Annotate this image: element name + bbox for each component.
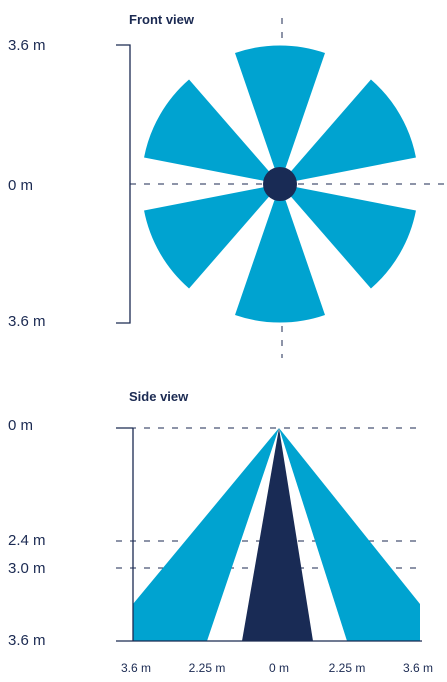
- side-view-tick-right-3-6m: 3.6 m: [402, 661, 434, 675]
- front-view-beam-bottom: [235, 184, 325, 323]
- front-view-label-top: 3.6 m: [8, 37, 46, 54]
- side-view-beam-center: [242, 428, 313, 641]
- side-view-tick-center-0m: 0 m: [268, 661, 290, 675]
- front-view-label-bottom: 3.6 m: [8, 313, 46, 330]
- side-view-beam-left: [133, 428, 279, 641]
- side-view-label-3-0m: 3.0 m: [8, 560, 46, 577]
- front-view-title: Front view: [129, 12, 195, 27]
- side-view-diagram: [116, 427, 422, 642]
- side-view-tick-right-2-25m: 2.25 m: [328, 661, 366, 675]
- side-view-label-2-4m: 2.4 m: [8, 532, 46, 549]
- side-view-tick-left-3-6m: 3.6 m: [120, 661, 152, 675]
- front-view-sensor-center: [263, 167, 297, 201]
- side-view-label-0m: 0 m: [8, 417, 34, 434]
- front-view-beam-lower-right: [279, 184, 416, 289]
- side-view-beam-right: [279, 428, 420, 641]
- front-view-beam-upper-right: [280, 79, 416, 184]
- side-view-tick-left-2-25m: 2.25 m: [188, 661, 226, 675]
- front-view-beam-top: [235, 45, 325, 184]
- side-view-title: Side view: [129, 389, 189, 404]
- front-view-label-middle: 0 m: [8, 177, 34, 194]
- front-view-range-bracket: [116, 44, 131, 324]
- side-view-label-3-6m: 3.6 m: [8, 632, 46, 649]
- front-view-diagram: [116, 18, 447, 358]
- front-view-beam-lower-left: [144, 183, 280, 289]
- front-view-beam-upper-left: [144, 79, 280, 184]
